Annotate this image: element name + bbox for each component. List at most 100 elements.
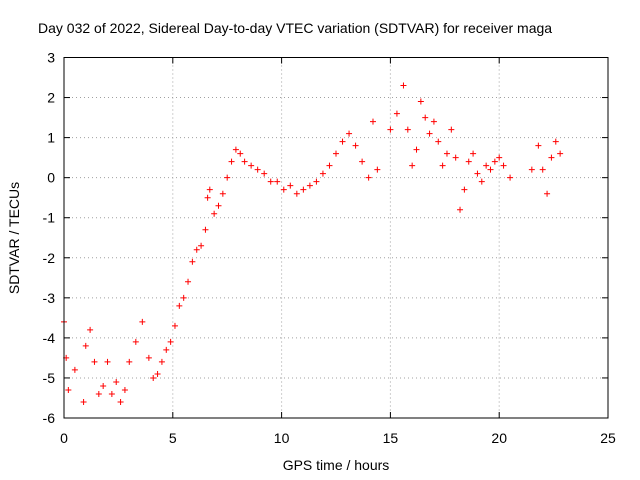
data-point — [339, 138, 346, 145]
data-point — [100, 382, 107, 389]
data-point — [150, 374, 157, 381]
data-point — [158, 358, 165, 365]
data-point — [224, 174, 231, 181]
data-point — [254, 166, 261, 173]
data-series — [61, 82, 564, 405]
data-point — [65, 386, 72, 393]
data-point — [557, 150, 564, 157]
data-point — [535, 142, 542, 149]
data-point — [121, 386, 128, 393]
data-point — [237, 150, 244, 157]
data-point — [248, 162, 255, 169]
data-point — [87, 326, 94, 333]
data-point — [185, 278, 192, 285]
data-point — [176, 302, 183, 309]
data-point — [108, 390, 115, 397]
y-tick-label: -6 — [43, 410, 56, 426]
data-point — [80, 398, 87, 405]
data-point — [333, 150, 339, 157]
plot-frame — [63, 57, 609, 419]
data-point — [306, 182, 313, 189]
data-point — [544, 190, 551, 197]
y-tick-label: -5 — [43, 370, 56, 386]
data-point — [539, 166, 546, 173]
data-point — [232, 146, 239, 153]
y-tick-label: -1 — [43, 210, 56, 226]
data-point — [443, 150, 450, 157]
data-point — [167, 338, 174, 345]
data-point — [313, 178, 320, 185]
data-point — [365, 174, 372, 181]
data-point — [422, 114, 429, 121]
data-point — [132, 338, 139, 345]
data-point — [206, 186, 213, 193]
data-point — [261, 170, 268, 177]
data-point — [202, 226, 209, 233]
data-point — [280, 186, 287, 193]
data-point — [71, 366, 78, 373]
data-point — [465, 158, 472, 165]
data-point — [267, 178, 274, 185]
data-point — [204, 194, 211, 201]
data-point — [491, 158, 498, 165]
data-point — [180, 294, 187, 301]
data-point — [145, 354, 152, 361]
data-point — [211, 210, 218, 217]
data-point — [487, 166, 494, 173]
data-point — [287, 182, 294, 189]
data-point — [171, 322, 178, 329]
y-tick-label: 2 — [47, 90, 55, 106]
data-point — [293, 190, 300, 197]
x-tick-label: 20 — [491, 430, 507, 446]
data-point — [426, 130, 433, 137]
y-tick-label: -4 — [43, 330, 56, 346]
data-point — [117, 398, 124, 405]
chart-title: Day 032 of 2022, Sidereal Day-to-day VTE… — [38, 20, 552, 36]
data-point — [552, 138, 559, 145]
data-point — [430, 118, 437, 125]
data-point — [496, 154, 503, 161]
data-point — [507, 174, 514, 181]
data-point — [91, 358, 98, 365]
data-point — [435, 138, 442, 145]
x-axis-label: GPS time / hours — [283, 457, 390, 473]
data-point — [478, 178, 485, 185]
data-point — [274, 178, 281, 185]
data-point — [374, 166, 381, 173]
data-point — [82, 342, 89, 349]
data-point — [198, 242, 205, 249]
data-point — [228, 158, 235, 165]
y-tick-label: -3 — [43, 290, 56, 306]
data-point — [413, 146, 420, 153]
data-point — [369, 118, 376, 125]
x-tick-label: 0 — [60, 430, 68, 446]
data-point — [393, 110, 400, 117]
data-point — [193, 246, 200, 253]
data-point — [326, 162, 333, 169]
data-point — [189, 258, 196, 265]
data-point — [457, 206, 464, 213]
data-point — [528, 166, 535, 173]
data-point — [139, 318, 146, 325]
data-point — [215, 202, 222, 209]
y-tick-label: 0 — [47, 170, 55, 186]
y-tick-label: -2 — [43, 250, 56, 266]
grid — [64, 57, 608, 418]
y-tick-label: 1 — [47, 130, 55, 146]
y-axis-label: SDTVAR / TECUs — [6, 182, 22, 294]
x-tick-label: 15 — [383, 430, 399, 446]
data-point — [104, 358, 111, 365]
data-point — [452, 154, 459, 161]
data-point — [500, 162, 507, 169]
data-point — [113, 378, 120, 385]
x-tick-label: 5 — [169, 430, 177, 446]
data-point — [548, 154, 555, 161]
data-point — [409, 162, 416, 169]
data-point — [219, 190, 226, 197]
data-point — [241, 158, 248, 165]
data-point — [359, 158, 366, 165]
y-tick-label: 3 — [47, 50, 55, 66]
data-point — [439, 162, 446, 169]
data-point — [404, 126, 411, 133]
